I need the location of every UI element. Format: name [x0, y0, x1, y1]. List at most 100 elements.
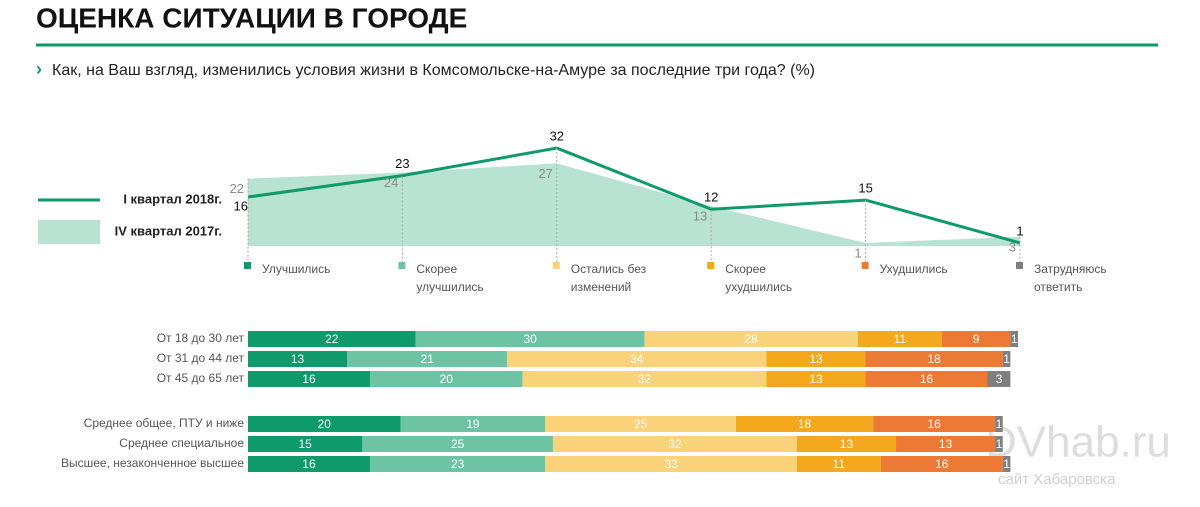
bar-segment — [796, 436, 897, 452]
bar-segment — [735, 416, 874, 432]
segment-label: 32 — [668, 437, 682, 451]
segment-label: 16 — [920, 372, 934, 386]
line-value-label: 1 — [1016, 223, 1023, 238]
bar-segment — [987, 371, 1011, 387]
watermark-brand: DVhab.ru — [985, 418, 1171, 467]
bar-segment — [522, 371, 767, 387]
segment-label: 22 — [325, 332, 339, 346]
bar-segment — [415, 331, 645, 347]
legend-label: IV квартал 2017г. — [115, 223, 222, 238]
bar-segment — [857, 331, 942, 347]
area-value-label: 27 — [538, 166, 552, 181]
segment-label: 25 — [634, 417, 648, 431]
line-value-label: 23 — [395, 156, 409, 171]
segment-label: 11 — [894, 332, 907, 346]
segment-label: 1 — [996, 417, 1003, 431]
line-value-label: 15 — [858, 181, 872, 196]
segment-label: 13 — [809, 372, 823, 386]
segment-label: 23 — [451, 457, 465, 471]
bar-segment — [552, 436, 797, 452]
category-label: Ухудшились — [880, 262, 948, 276]
bar-segment — [248, 416, 401, 432]
line-value-label: 32 — [550, 128, 564, 143]
segment-label: 33 — [664, 457, 678, 471]
watermark-tagline: сайт Хабаровска — [998, 471, 1116, 488]
segment-label: 18 — [798, 417, 812, 431]
segment-label: 13 — [840, 437, 854, 451]
bar-segment — [369, 456, 546, 472]
segment-label: 3 — [996, 372, 1003, 386]
row-label: Высшее, незаконченное высшее — [61, 456, 244, 470]
bar-segment — [766, 371, 866, 387]
bar-segment — [796, 456, 881, 472]
row-label: От 45 до 65 лет — [157, 371, 245, 385]
line-value-label: 12 — [704, 190, 718, 205]
segment-label: 15 — [298, 437, 312, 451]
segment-label: 16 — [302, 457, 316, 471]
bar-segment — [1002, 351, 1011, 367]
bar-segment — [507, 351, 767, 367]
segment-label: 9 — [973, 332, 980, 346]
segment-label: 30 — [523, 332, 537, 346]
category-label: Затрудняюсь ответить — [1034, 262, 1107, 294]
bar-segment — [369, 371, 523, 387]
bar-segment — [347, 351, 508, 367]
segment-label: 34 — [630, 352, 644, 366]
segment-label: 20 — [440, 372, 454, 386]
segment-label: 28 — [744, 332, 758, 346]
title: ОЦЕНКА СИТУАЦИИ В ГОРОДЕ — [36, 2, 467, 33]
segment-label: 32 — [638, 372, 652, 386]
area-value-label: 22 — [230, 181, 244, 196]
bar-segment — [248, 331, 416, 347]
bar-segment — [362, 436, 553, 452]
segment-label: 1 — [996, 437, 1003, 451]
category-swatch — [244, 262, 251, 269]
line-value-label: 16 — [234, 198, 248, 213]
segment-label: 16 — [927, 417, 941, 431]
bar-segment — [248, 371, 370, 387]
category-label: Остались без изменений — [571, 262, 647, 294]
legend-label: I квартал 2018г. — [123, 191, 222, 206]
segment-label: 1 — [1011, 332, 1018, 346]
segment-label: 18 — [927, 352, 941, 366]
segment-label: 16 — [935, 457, 949, 471]
area-value-label: 3 — [1009, 239, 1016, 254]
segment-label: 21 — [420, 352, 434, 366]
subtitle: Как, на Ваш взгляд, изменились условия ж… — [52, 62, 815, 79]
bar-segment — [865, 351, 1003, 367]
bar-segment — [1010, 331, 1018, 347]
bar-segment — [248, 436, 363, 452]
category-label: Улучшились — [262, 262, 330, 276]
bar-segment — [941, 331, 1011, 347]
bar-segment — [644, 331, 858, 347]
segment-label: 13 — [939, 437, 953, 451]
bar-segment — [545, 416, 736, 432]
segment-label: 1 — [1003, 352, 1010, 366]
bar-segment — [1002, 456, 1011, 472]
segment-label: 13 — [809, 352, 823, 366]
segment-label: 20 — [318, 417, 332, 431]
category-swatch — [398, 262, 406, 269]
line — [247, 146, 1021, 245]
category-swatch — [707, 262, 715, 269]
area-value-label: 1 — [854, 245, 861, 260]
segment-label: 19 — [466, 417, 480, 431]
bar-segment — [766, 351, 866, 367]
category-label: Скорее улучшились — [416, 262, 483, 294]
area-value-label: 24 — [384, 175, 398, 190]
row-label: Среднее специальное — [119, 436, 244, 450]
segment-label: 13 — [291, 352, 305, 366]
bar-segment — [880, 456, 1003, 472]
row-label: От 18 до 30 лет — [157, 331, 245, 345]
bar-segment — [545, 456, 797, 472]
bar-segment — [896, 436, 996, 452]
bar-segment — [248, 351, 348, 367]
category-label: Скорее ухудшились — [725, 262, 792, 294]
category-swatch — [861, 262, 869, 269]
subtitle-arrow: › — [36, 59, 42, 79]
category-swatch — [552, 262, 560, 269]
bar-segment — [248, 456, 370, 472]
segment-label: 1 — [1003, 457, 1010, 471]
segment-label: 11 — [833, 457, 846, 471]
